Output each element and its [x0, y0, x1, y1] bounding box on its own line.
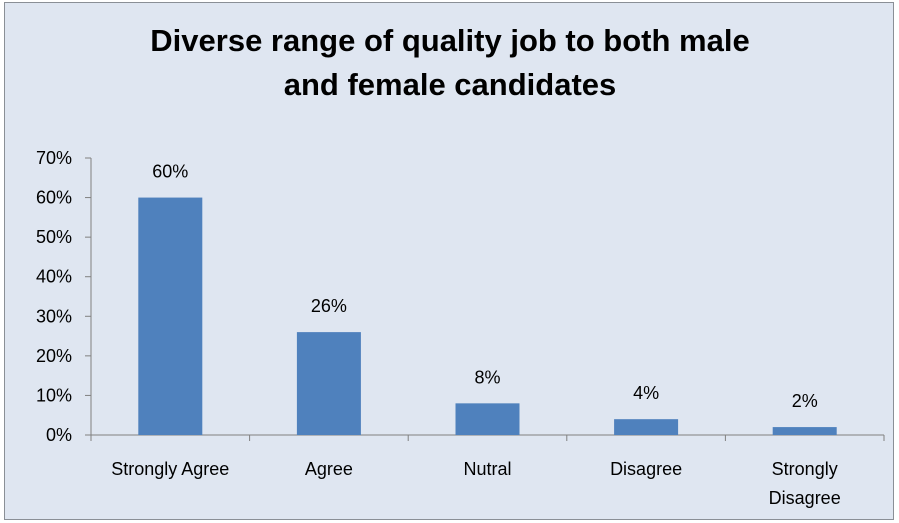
- y-tick-label: 50%: [36, 227, 72, 247]
- data-label: 8%: [474, 367, 500, 387]
- data-label: 26%: [311, 296, 347, 316]
- bar: [614, 419, 679, 435]
- bar: [455, 403, 520, 435]
- y-tick-label: 20%: [36, 346, 72, 366]
- y-tick-label: 10%: [36, 385, 72, 405]
- axes: [85, 157, 885, 441]
- data-label: 2%: [792, 391, 818, 411]
- x-category-label: Strongly Agree: [111, 459, 229, 479]
- x-category-label: Agree: [305, 459, 353, 479]
- y-tick-label: 0%: [46, 425, 72, 445]
- x-category-label: Nutral: [463, 459, 511, 479]
- bar: [138, 197, 203, 435]
- y-tick-label: 40%: [36, 267, 72, 287]
- bar: [772, 427, 837, 435]
- chart-title-line-1: Diverse range of quality job to both mal…: [150, 23, 750, 58]
- x-category-label: Strongly: [772, 459, 838, 479]
- data-label: 60%: [152, 162, 188, 182]
- bar: [296, 332, 361, 435]
- bars: [138, 197, 837, 435]
- y-tick-label: 30%: [36, 306, 72, 326]
- x-category-label: Disagree: [610, 459, 682, 479]
- chart-title: Diverse range of quality job to both mal…: [5, 19, 895, 107]
- x-category-label: Disagree: [769, 488, 841, 508]
- labels: 0% 10% 20% 30% 40% 50% 60% 70% 60% Strongly Agree…: [36, 148, 841, 508]
- chart-title-line-2: and female candidates: [283, 67, 617, 102]
- data-label: 4%: [633, 383, 659, 403]
- y-tick-label: 60%: [36, 188, 72, 208]
- y-tick-label: 70%: [36, 148, 72, 168]
